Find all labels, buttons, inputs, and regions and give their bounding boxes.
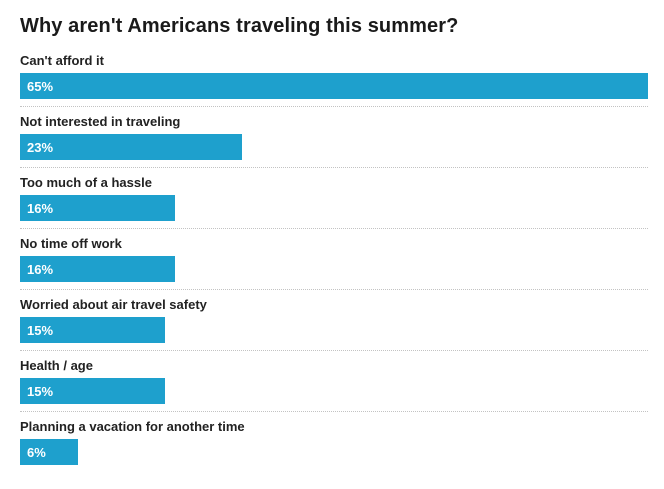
bar-row: Health / age 15% [20,358,648,412]
category-label: Worried about air travel safety [20,297,207,312]
bar-row: No time off work 16% [20,236,648,290]
bar-track: 65% [20,73,648,99]
bar: 15% [20,317,165,343]
bar: 6% [20,439,78,465]
bar-track: 16% [20,195,648,221]
category-label: Health / age [20,358,93,373]
bar-value-label: 15% [27,322,54,338]
bar: 23% [20,134,243,160]
bar-track: 15% [20,378,648,404]
bar-value-label: 65% [27,78,54,94]
bar-row: Not interested in traveling 23% [20,114,648,168]
bar: 16% [20,195,175,221]
bar: 16% [20,256,175,282]
bar-row: Can't afford it 65% [20,53,648,107]
bar-value-label: 23% [27,139,54,155]
chart-title: Why aren't Americans traveling this summ… [20,15,459,37]
bar-track: 16% [20,256,648,282]
bar-value-label: 16% [27,261,54,277]
category-label: Too much of a hassle [20,175,152,190]
bar-row: Too much of a hassle 16% [20,175,648,229]
bar: 65% [20,73,648,99]
category-label: Not interested in traveling [20,114,181,129]
bar-track: 6% [20,439,648,465]
bar-value-label: 15% [27,383,54,399]
bar: 15% [20,378,165,404]
category-label: Can't afford it [20,53,104,68]
bar-row: Planning a vacation for another time 6% [20,419,648,472]
bar-value-label: 6% [27,444,46,460]
category-label: Planning a vacation for another time [20,419,245,434]
bar-track: 23% [20,134,648,160]
bar-row: Worried about air travel safety 15% [20,297,648,351]
bar-rows: Can't afford it 65% Not interested in tr… [20,53,648,472]
bar-value-label: 16% [27,200,54,216]
category-label: No time off work [20,236,122,251]
bar-track: 15% [20,317,648,343]
